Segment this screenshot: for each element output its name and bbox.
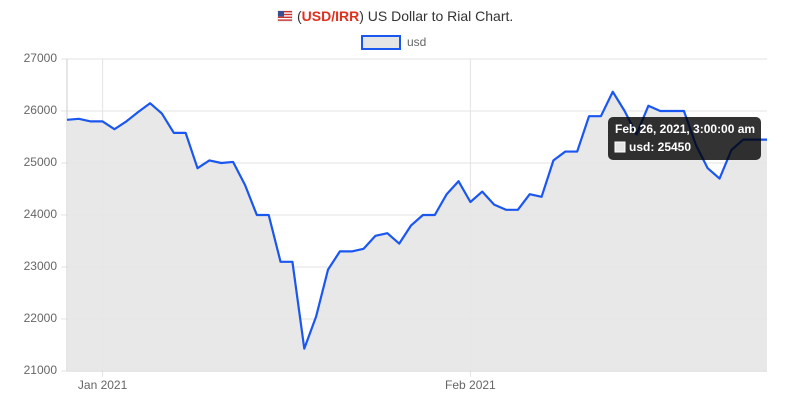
title-open: (: [297, 8, 302, 24]
flag-icon: [277, 10, 293, 22]
legend-label: usd: [407, 35, 426, 49]
title-symbol: USD/IRR: [302, 8, 360, 24]
chart-title: (USD/IRR) US Dollar to Rial Chart.: [297, 8, 513, 24]
tooltip: Feb 26, 2021, 3:00:00 am usd: 25450: [608, 117, 761, 160]
y-tick-label: 26000: [24, 103, 58, 117]
y-tick-label: 21000: [24, 363, 58, 377]
tooltip-swatch: [614, 141, 626, 153]
y-tick-label: 27000: [24, 51, 58, 65]
title-rest: ) US Dollar to Rial Chart.: [359, 8, 513, 24]
tooltip-label: usd: 25450: [629, 140, 691, 154]
y-tick-label: 23000: [24, 259, 58, 273]
legend-swatch: [361, 35, 401, 50]
area: [67, 91, 767, 371]
y-tick-label: 24000: [24, 207, 58, 221]
line: [66, 90, 767, 350]
tooltip-title: Feb 26, 2021, 3:00:00 am: [615, 122, 755, 136]
x-tick-label: Jan 2021: [78, 378, 128, 392]
y-tick-label: 22000: [24, 311, 58, 325]
y-tick-label: 25000: [24, 155, 58, 169]
tooltip-box: [608, 117, 761, 160]
x-tick-label: Feb 2021: [445, 378, 496, 392]
